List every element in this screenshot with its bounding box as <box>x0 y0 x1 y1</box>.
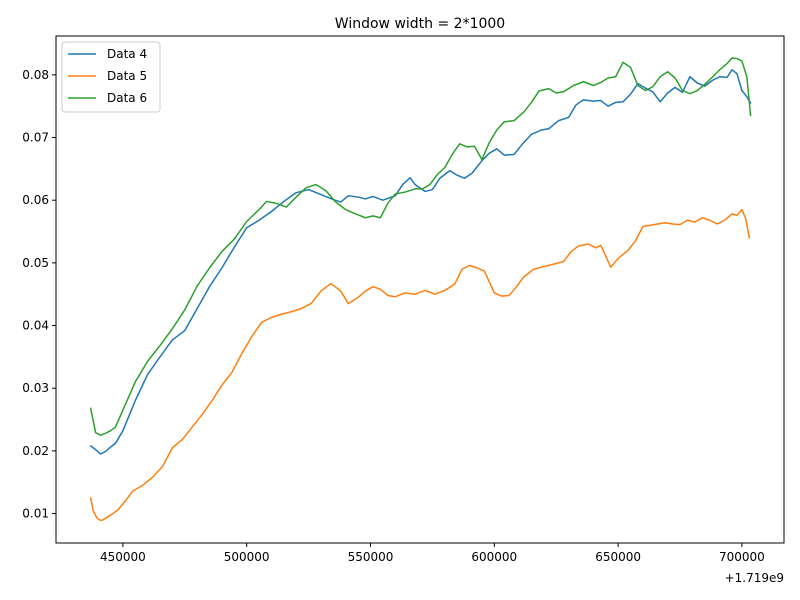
x-axis: 450000 500000 550000 600000 650000 700000 <box>100 543 765 564</box>
y-tick-label: 0.02 <box>22 444 49 458</box>
x-tick-label: 700000 <box>719 550 765 564</box>
x-tick-label: 550000 <box>348 550 394 564</box>
x-tick-label: 600000 <box>471 550 517 564</box>
y-tick-label: 0.03 <box>22 381 49 395</box>
legend-label-1: Data 4 <box>107 47 147 61</box>
y-tick-label: 0.06 <box>22 193 49 207</box>
y-tick-label: 0.07 <box>22 131 49 145</box>
x-axis-offset-label: +1.719e9 <box>725 571 784 585</box>
y-tick-label: 0.04 <box>22 319 49 333</box>
legend-label-2: Data 5 <box>107 69 147 83</box>
y-tick-label: 0.08 <box>22 68 49 82</box>
series-line-2 <box>89 208 751 522</box>
plot-lines <box>89 57 752 522</box>
chart-title: Window width = 2*1000 <box>335 16 505 32</box>
x-tick-label: 650000 <box>595 550 641 564</box>
y-axis: 0.01 0.02 0.03 0.04 0.05 0.06 0.07 0.08 <box>22 68 56 521</box>
legend-label-3: Data 6 <box>107 91 147 105</box>
y-tick-label: 0.01 <box>22 507 49 521</box>
x-tick-label: 500000 <box>224 550 270 564</box>
legend: Data 4 Data 5 Data 6 <box>61 41 161 113</box>
series-line-1 <box>89 69 752 455</box>
legend-box <box>61 41 161 113</box>
x-tick-label: 450000 <box>100 550 146 564</box>
series-line-3 <box>89 57 752 436</box>
y-tick-label: 0.05 <box>22 256 49 270</box>
plot-frame <box>55 35 785 544</box>
